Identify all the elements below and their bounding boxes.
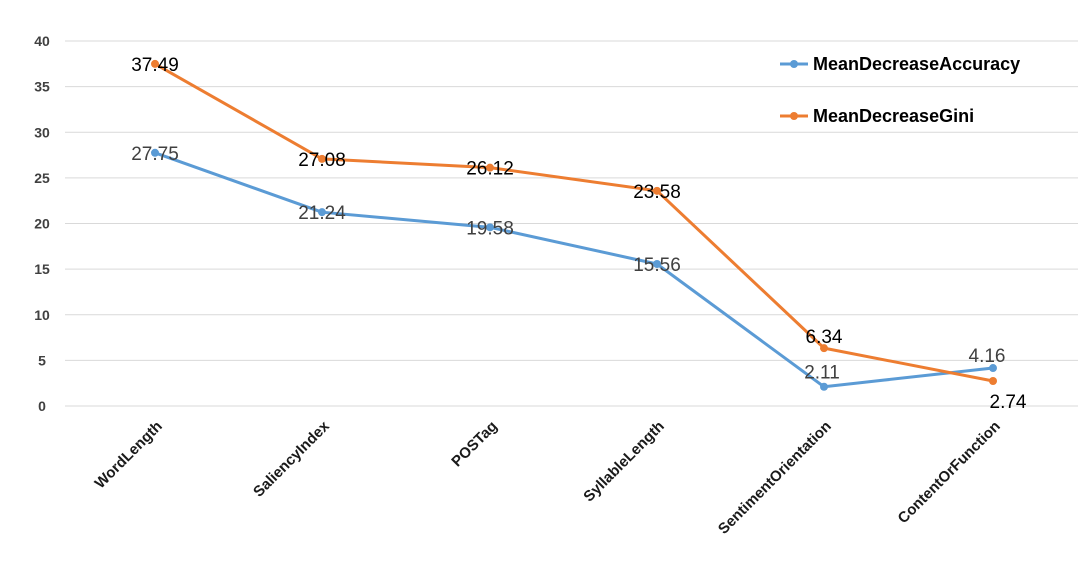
series-line-0 <box>153 151 995 389</box>
x-axis-tick-labels: WordLength SaliencyIndex POSTag SyllableLen… <box>92 417 1004 537</box>
y-tick-label: 10 <box>34 307 50 323</box>
series-line-1 <box>153 62 995 383</box>
data-point <box>820 382 828 391</box>
data-point <box>151 59 159 68</box>
data-label: 19.58 <box>466 218 514 239</box>
y-tick-label: 40 <box>34 33 50 49</box>
data-label: 27.75 <box>131 144 179 165</box>
y-tick-label: 15 <box>34 261 50 277</box>
data-point <box>653 260 661 269</box>
y-tick-label: 25 <box>34 170 50 186</box>
data-label: 15.56 <box>633 255 681 276</box>
data-labels: 27.75 21.24 19.58 15.56 2.11 4.16 37.49 27.08 26… <box>131 55 1027 413</box>
data-point <box>318 154 326 163</box>
y-axis-tick-labels: 0 5 10 15 20 25 30 35 40 <box>34 33 50 414</box>
data-point <box>820 344 828 353</box>
data-label: 27.08 <box>298 150 346 171</box>
data-point <box>151 148 159 157</box>
x-tick-label: SyllableLength <box>580 418 667 505</box>
data-point <box>989 376 997 385</box>
x-tick-label: ContentOrFunction <box>895 418 1004 527</box>
data-label: 2.11 <box>804 363 840 384</box>
data-point <box>653 186 661 195</box>
y-tick-label: 20 <box>34 216 50 232</box>
data-point <box>486 163 494 172</box>
data-point <box>486 223 494 232</box>
legend-label: MeanDecreaseGini <box>813 106 974 126</box>
data-label: 21.24 <box>298 203 346 224</box>
legend: MeanDecreaseAccuracy MeanDecreaseGini <box>780 54 1020 126</box>
y-tick-label: 35 <box>34 79 50 95</box>
x-tick-label: SentimentOrientation <box>715 418 835 538</box>
data-label: 26.12 <box>466 159 514 180</box>
data-label: 6.34 <box>806 327 843 348</box>
data-label: 23.58 <box>633 182 681 203</box>
x-tick-label: POSTag <box>448 418 500 470</box>
x-tick-label: SaliencyIndex <box>250 417 333 500</box>
y-tick-label: 5 <box>38 352 46 368</box>
gridlines <box>65 40 1078 407</box>
series-lines <box>153 62 995 389</box>
y-tick-label: 30 <box>34 124 50 140</box>
data-label: 37.49 <box>131 55 179 76</box>
data-point <box>318 208 326 217</box>
legend-swatch-marker <box>790 60 798 68</box>
data-label: 2.74 <box>990 392 1027 413</box>
legend-label: MeanDecreaseAccuracy <box>813 54 1020 74</box>
legend-swatch-marker <box>790 112 798 120</box>
data-point <box>989 364 997 373</box>
data-label: 4.16 <box>969 346 1006 367</box>
x-tick-label: WordLength <box>92 418 166 492</box>
series-markers <box>151 59 997 391</box>
y-tick-label: 0 <box>38 398 46 414</box>
